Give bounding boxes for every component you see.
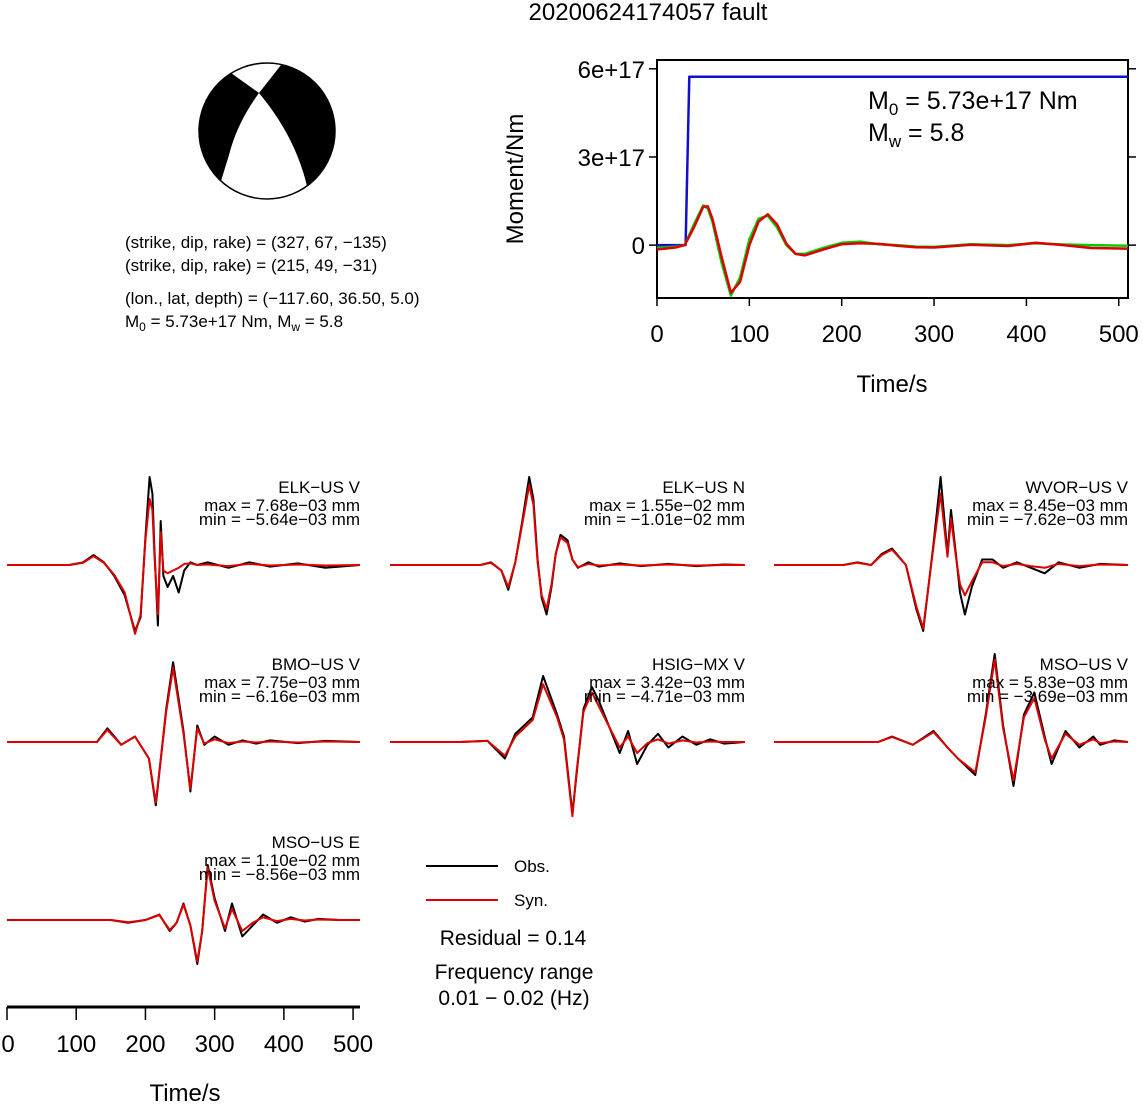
synthetic-waveform (390, 683, 745, 818)
station-max: max = 1.10e−02 mm (204, 851, 360, 870)
station-min: min = −8.56e−03 mm (199, 865, 360, 884)
moment-cumulative-line (657, 75, 1128, 247)
station-max: max = 7.68e−03 mm (204, 496, 360, 515)
waveform-x-axis: Time/s 0 100 200 300 400 500 (1, 1005, 373, 1104)
nodal-plane-2: (strike, dip, rake) = (215, 49, −31) (125, 256, 377, 275)
waveform-xtick-label: 200 (125, 1031, 165, 1058)
station-min: min = −6.16e−03 mm (199, 687, 360, 706)
moment-xtick-label: 200 (822, 321, 862, 348)
station-label: MSO−US V (1040, 655, 1129, 674)
beachball-outline (198, 62, 336, 200)
moment-annotation-m0: M0 = 5.73e+17 Nm (868, 87, 1078, 119)
figure-title: 20200624174057 fault (529, 0, 768, 26)
mechanism-info: (strike, dip, rake) = (327, 67, −135) (s… (125, 233, 420, 334)
synthetic-waveform (7, 866, 360, 963)
moment-xtick-label: 0 (650, 321, 663, 348)
moment-ytick-label: 0 (632, 233, 645, 260)
station-label: MSO−US E (272, 833, 360, 852)
station-max: max = 8.45e−03 mm (972, 496, 1128, 515)
moment-ylabel: Moment/Nm (502, 114, 529, 245)
moment-series (656, 75, 1129, 297)
station-min: min = −7.62e−03 mm (967, 510, 1128, 529)
station-label: HSIG−MX V (652, 655, 746, 674)
station-min: min = −5.64e−03 mm (199, 510, 360, 529)
nodal-plane-1: (strike, dip, rake) = (327, 67, −135) (125, 233, 387, 252)
moment-ytick-label: 6e+17 (578, 57, 645, 84)
waveform-xtick-label: 300 (195, 1031, 235, 1058)
frequency-range-label: Frequency range (435, 961, 594, 984)
waveform-xtick-label: 0 (1, 1031, 14, 1058)
station-label: BMO−US V (272, 655, 361, 674)
moment-xlabel: Time/s (856, 371, 927, 398)
station-min: min = −4.71e−03 mm (584, 687, 745, 706)
residual-label: Residual = 0.14 (440, 927, 587, 950)
station-max: max = 1.55e−02 mm (589, 496, 745, 515)
station-label: WVOR−US V (1026, 478, 1129, 497)
moment-xtick-label: 400 (1006, 321, 1046, 348)
moment-xtick-label: 500 (1099, 321, 1139, 348)
waveform-xtick-label: 500 (333, 1031, 373, 1058)
waveform-xtick-label: 400 (264, 1031, 304, 1058)
moment-chart: 0 100 200 300 400 500 0 3e+17 6e+17 M0 = 5.73e+1… (502, 57, 1139, 398)
moment-xtick-label: 100 (729, 321, 769, 348)
station-label: ELK−US N (662, 478, 745, 497)
beachball (198, 62, 336, 200)
moment-chart-frame (656, 59, 1129, 299)
waveform-xtick-label: 100 (56, 1031, 96, 1058)
moment-annotation-mw: Mw = 5.8 (868, 119, 964, 151)
frequency-range-value: 0.01 − 0.02 (Hz) (438, 987, 589, 1010)
station-max: max = 5.83e−03 mm (972, 673, 1128, 692)
observed-waveform (390, 675, 746, 815)
synthetic-waveform (774, 658, 1129, 782)
moment-ytick-label: 3e+17 (578, 145, 645, 172)
event-location: (lon., lat, depth) = (−117.60, 36.50, 5.… (125, 289, 420, 308)
synthetic-waveform (390, 484, 745, 610)
station-max: max = 7.75e−03 mm (204, 673, 360, 692)
synthetic-waveform (7, 666, 361, 804)
legend-obs-label: Obs. (514, 857, 550, 876)
station-min: min = −1.01e−02 mm (584, 510, 745, 529)
station-min: min = −3.69e−03 mm (967, 687, 1128, 706)
legend-syn-label: Syn. (514, 891, 548, 910)
beachball-compression-left (198, 73, 259, 181)
beachball-compression-right (259, 65, 335, 186)
station-label: ELK−US V (278, 478, 360, 497)
station-max: max = 3.42e−03 mm (589, 673, 745, 692)
moment-rate-red-line (656, 205, 1129, 294)
moment-axes: 0 100 200 300 400 500 0 3e+17 6e+17 (578, 57, 1139, 348)
moment-xtick-label: 300 (914, 321, 954, 348)
waveform-xlabel: Time/s (149, 1080, 220, 1104)
moment-magnitude-line: M0 = 5.73e+17 Nm, Mw = 5.8 (125, 312, 343, 334)
synthetic-waveform (7, 498, 361, 635)
legend: Obs. Syn. (426, 857, 550, 910)
synthetic-waveform (774, 492, 1129, 630)
